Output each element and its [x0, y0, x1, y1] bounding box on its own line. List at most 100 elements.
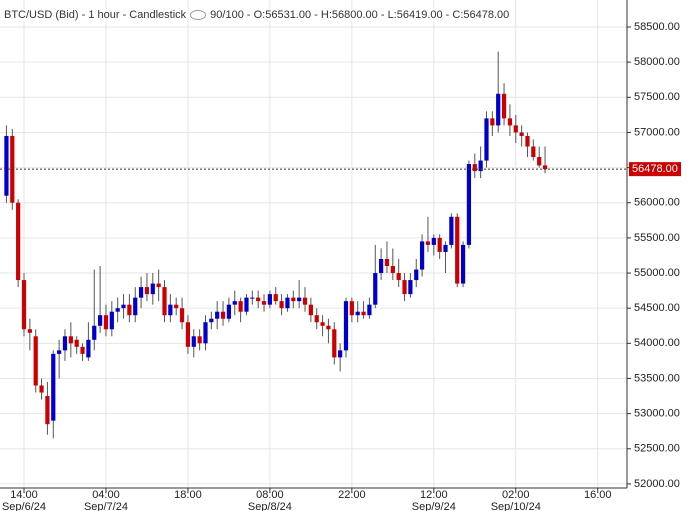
candle: [449, 213, 454, 249]
candle: [501, 83, 507, 126]
candle: [507, 104, 513, 136]
candle-body: [244, 297, 249, 312]
candle: [379, 248, 384, 281]
y-tick-label: 57500.00: [634, 91, 680, 103]
y-tick-label: 53000.00: [634, 408, 680, 420]
candle-body: [537, 157, 542, 166]
candle-body: [279, 301, 284, 309]
candle: [86, 322, 91, 361]
candle-body: [220, 311, 226, 319]
candle-body: [501, 93, 507, 119]
candle: [98, 266, 103, 333]
candle-body: [174, 304, 179, 309]
last-price-label: 56478.00: [632, 163, 678, 175]
candle-body: [74, 339, 79, 347]
candle: [57, 339, 62, 379]
candle: [478, 146, 483, 179]
candle: [484, 111, 489, 168]
candle: [297, 280, 302, 309]
candle-body: [507, 118, 513, 126]
candle: [51, 350, 56, 439]
candle-body: [21, 280, 27, 330]
candle: [191, 329, 196, 358]
candle: [203, 315, 208, 351]
candle-body: [478, 160, 483, 172]
y-tick-label: 54500.00: [634, 302, 680, 314]
candle-body: [542, 165, 548, 170]
x-tick-label: 18:00: [174, 489, 202, 501]
candle-body: [226, 304, 232, 319]
candle: [302, 287, 308, 312]
bar-count: 90/100: [210, 9, 244, 22]
candle-body: [179, 308, 185, 323]
candle: [490, 111, 495, 136]
candle: [156, 269, 161, 302]
candle-body: [267, 294, 272, 305]
candle: [373, 244, 378, 309]
visibility-toggle[interactable]: [190, 10, 207, 21]
candle: [273, 287, 278, 305]
candle: [27, 318, 32, 351]
candle: [220, 301, 226, 326]
candle: [390, 248, 395, 281]
x-tick-label: 12:00: [420, 489, 448, 501]
candle-body: [232, 301, 237, 305]
candle-body: [144, 287, 150, 295]
y-tick-label: 54000.00: [634, 337, 680, 349]
candle-body: [109, 311, 114, 330]
candle-body: [238, 301, 243, 312]
candle: [496, 51, 501, 133]
candle-body: [103, 315, 109, 330]
candle-body: [431, 237, 436, 245]
candle: [402, 273, 407, 302]
candle-body: [133, 297, 138, 316]
candle-body: [402, 280, 407, 295]
candle: [92, 269, 97, 351]
candle-body: [343, 301, 349, 351]
candle-body: [390, 266, 395, 274]
candle: [367, 297, 372, 319]
candle: [531, 139, 536, 161]
candle: [62, 329, 68, 361]
candle: [537, 146, 542, 168]
x-date-label: Sep/10/24: [491, 501, 541, 511]
chart-title: BTC/USD (Bid) - 1 hour - Candlestick: [4, 9, 187, 22]
candle: [250, 290, 255, 305]
candle-body: [98, 315, 103, 326]
candle-body: [92, 325, 97, 340]
candle: [314, 308, 319, 330]
candle-body: [519, 132, 524, 136]
candle-body: [156, 283, 161, 288]
candle: [291, 290, 296, 309]
candle-body: [384, 258, 390, 267]
candle-body: [367, 304, 372, 316]
candle: [261, 294, 267, 312]
candle-body: [373, 273, 378, 305]
candle: [4, 125, 9, 203]
candle: [466, 160, 472, 249]
x-date-label: Sep/8/24: [248, 501, 292, 511]
candle: [332, 322, 337, 365]
candle-body: [525, 135, 530, 147]
close-label: C:56478.00: [452, 9, 510, 22]
candle-body: [455, 216, 460, 284]
candle-body: [484, 118, 489, 161]
candle-body: [425, 241, 431, 245]
candle-body: [513, 125, 518, 133]
candle-body: [68, 336, 73, 344]
candle: [425, 216, 431, 252]
candle: [215, 301, 220, 330]
candle-body: [449, 216, 454, 245]
candle-body: [419, 241, 425, 270]
candle: [209, 311, 214, 330]
candle-body: [332, 329, 337, 358]
candle-body: [256, 297, 261, 302]
candle-body: [162, 287, 167, 316]
candle-body: [466, 164, 472, 245]
candle: [179, 297, 185, 330]
candle-body: [16, 202, 21, 281]
candle-body: [437, 237, 442, 252]
candle: [256, 290, 261, 309]
